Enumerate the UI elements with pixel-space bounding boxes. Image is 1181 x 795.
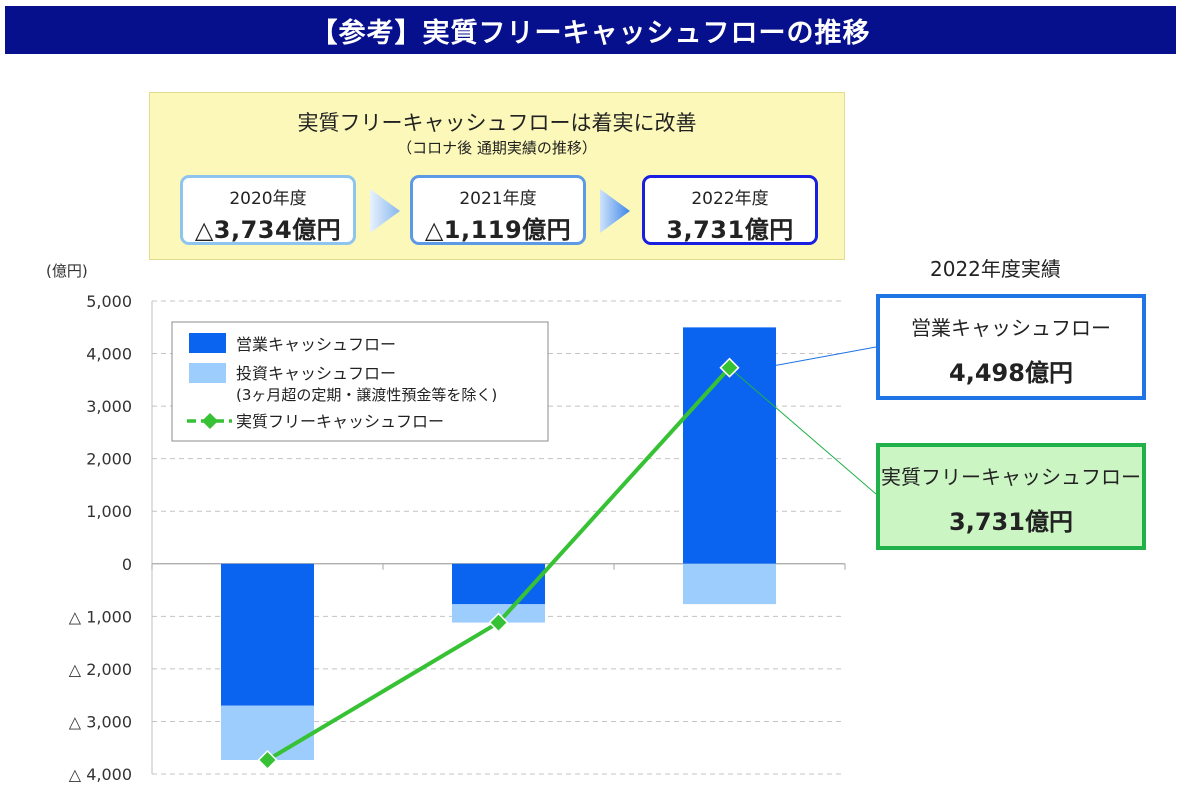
summary-panel: 実質フリーキャッシュフローは着実に改善 （コロナ後 通期実績の推移） 2020年… [149, 92, 845, 260]
callout-label: 営業キャッシュフロー [911, 316, 1111, 340]
summary-subline: （コロナ後 通期実績の推移） [397, 139, 597, 157]
bar-investing-cf [683, 563, 776, 605]
callout-value: 3,731億円 [949, 508, 1073, 536]
y-tick-label: △ 2,000 [69, 660, 132, 679]
y-tick-label: 4,000 [86, 345, 132, 364]
y-tick-label: △ 3,000 [69, 712, 132, 731]
year-value: △1,119億円 [424, 216, 572, 244]
year-value: △3,734億円 [194, 216, 342, 244]
year-label: 2021年度 [459, 189, 537, 209]
y-axis-unit: (億円) [46, 262, 88, 280]
y-tick-label: 0 [122, 555, 132, 574]
right-arrow-icon [370, 189, 400, 233]
legend-sublabel-investing: (3ヶ月超の定期・譲渡性預金等を除く) [236, 386, 497, 404]
callout-leader-fcf [729, 367, 877, 495]
bar-operating-cf [221, 563, 314, 706]
free-cf-marker [488, 612, 509, 633]
year-label: 2020年度 [229, 189, 307, 209]
legend-label-operating: 営業キャッシュフロー [236, 335, 396, 354]
year-value: 3,731億円 [666, 216, 794, 244]
free-cf-marker [257, 749, 278, 771]
callout-free-cf: 実質フリーキャッシュフロー 3,731億円 [876, 443, 1146, 550]
year-label: 2022年度 [691, 189, 769, 209]
legend-box [171, 321, 549, 442]
legend-marker-free-cf [202, 413, 218, 429]
legend-label-investing: 投資キャッシュフロー [236, 364, 396, 383]
callout-operating-cf: 営業キャッシュフロー 4,498億円 [876, 294, 1146, 400]
y-tick-label: △ 4,000 [69, 765, 132, 784]
legend-label-free-cf: 実質フリーキャッシュフロー [236, 412, 444, 431]
page-title: 【参考】実質フリーキャッシュフローの推移 [5, 6, 1176, 54]
year-box-2021: 2021年度 △1,119億円 [410, 175, 586, 245]
legend-swatch-investing [189, 363, 226, 383]
right-arrow-icon [600, 189, 630, 233]
year-box-2022: 2022年度 3,731億円 [642, 175, 818, 245]
callout-value: 4,498億円 [949, 359, 1073, 387]
callout-label: 実質フリーキャッシュフロー [881, 465, 1141, 489]
legend-swatch-operating [189, 333, 226, 353]
callout-leader-operating [775, 346, 877, 366]
y-tick-label: 3,000 [86, 397, 132, 416]
bar-operating-cf [452, 563, 545, 605]
y-tick-label: 5,000 [86, 292, 132, 311]
summary-headline: 実質フリーキャッシュフローは着実に改善 [297, 111, 697, 135]
y-tick-label: 1,000 [86, 502, 132, 521]
free-cf-marker [719, 357, 740, 378]
y-tick-label: 2,000 [86, 450, 132, 469]
year-box-2020: 2020年度 △3,734億円 [180, 175, 356, 245]
y-tick-label: △ 1,000 [69, 607, 132, 626]
result-label: 2022年度実績 [930, 257, 1061, 281]
